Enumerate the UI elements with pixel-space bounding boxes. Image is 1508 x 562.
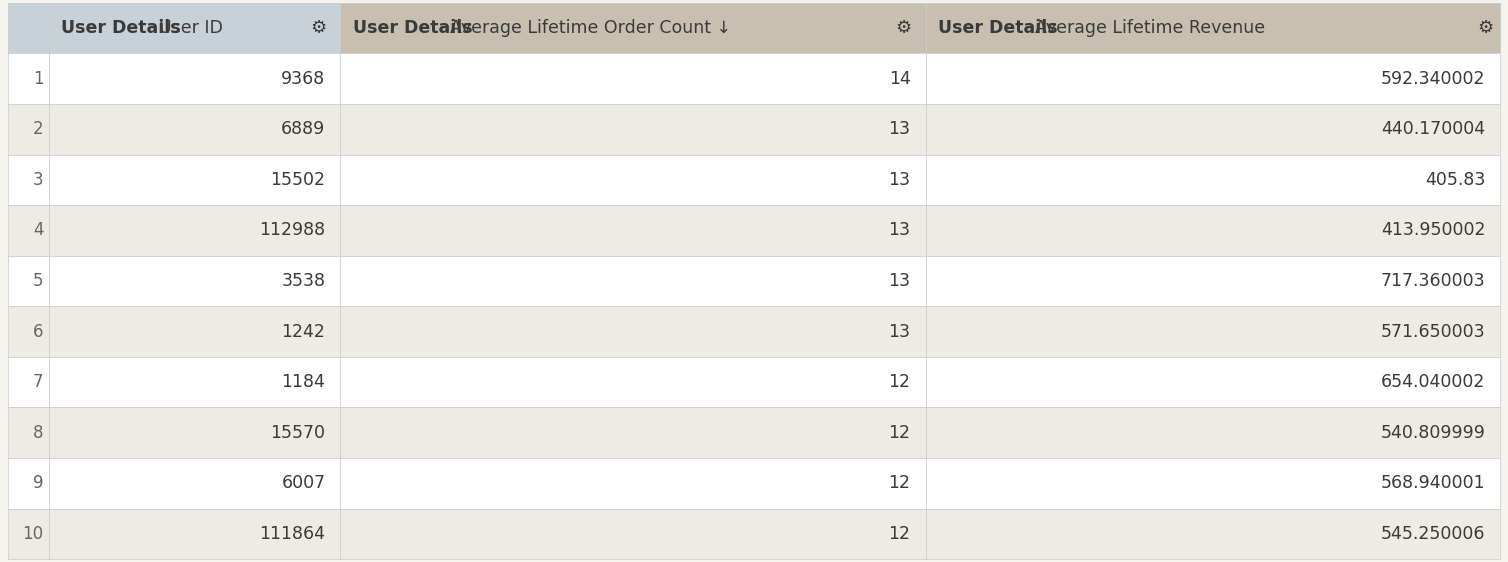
Bar [8,458,50,509]
Text: 9368: 9368 [280,70,326,88]
Bar [341,407,926,458]
Text: 405.83: 405.83 [1425,171,1485,189]
Text: 12: 12 [888,474,911,492]
Bar [50,256,341,306]
Bar [341,205,926,256]
Text: 717.360003: 717.360003 [1381,272,1485,290]
Text: 14: 14 [888,70,911,88]
Text: Average Lifetime Revenue: Average Lifetime Revenue [1036,19,1265,37]
Bar [926,53,1500,104]
Text: ⚙: ⚙ [1478,19,1493,37]
Text: 3: 3 [33,171,44,189]
Text: 5: 5 [33,272,44,290]
Bar [341,53,926,104]
Bar [50,458,341,509]
Text: 7: 7 [33,373,44,391]
Bar [926,104,1500,155]
Bar [8,205,50,256]
Bar [50,357,341,407]
Text: 15502: 15502 [270,171,326,189]
Text: 12: 12 [888,525,911,543]
Text: ⚙: ⚙ [309,19,326,37]
Bar [926,407,1500,458]
Bar [8,306,50,357]
Text: 2: 2 [33,120,44,138]
Text: 545.250006: 545.250006 [1381,525,1485,543]
Text: 3538: 3538 [282,272,326,290]
Bar [8,104,50,155]
Bar [926,3,1500,53]
Bar [341,509,926,559]
Bar [926,458,1500,509]
Text: 592.340002: 592.340002 [1381,70,1485,88]
Bar [926,357,1500,407]
Text: 13: 13 [888,120,911,138]
Bar [50,509,341,559]
Text: 1242: 1242 [282,323,326,341]
Bar [50,3,341,53]
Text: User Details: User Details [62,19,187,37]
Bar [50,53,341,104]
Text: 568.940001: 568.940001 [1381,474,1485,492]
Bar [341,3,926,53]
Text: 112988: 112988 [259,221,326,239]
Text: 15570: 15570 [270,424,326,442]
Text: User Details: User Details [938,19,1063,37]
Text: 12: 12 [888,373,911,391]
Text: 8: 8 [33,424,44,442]
Text: 12: 12 [888,424,911,442]
Bar [8,509,50,559]
Bar [8,357,50,407]
Text: 1: 1 [33,70,44,88]
Bar [341,155,926,205]
Bar [926,205,1500,256]
Text: 9: 9 [33,474,44,492]
Text: ⚙: ⚙ [896,19,911,37]
Text: 4: 4 [33,221,44,239]
Bar [50,205,341,256]
Bar [926,155,1500,205]
Bar [8,407,50,458]
Bar [341,458,926,509]
Bar [341,256,926,306]
Bar [341,357,926,407]
Text: 13: 13 [888,323,911,341]
Bar [50,155,341,205]
Text: User Details: User Details [353,19,478,37]
Text: 540.809999: 540.809999 [1380,424,1485,442]
Text: Average Lifetime Order Count ↓: Average Lifetime Order Count ↓ [449,19,731,37]
Text: 6007: 6007 [282,474,326,492]
Text: User ID: User ID [158,19,223,37]
Text: 13: 13 [888,221,911,239]
Bar [8,155,50,205]
Bar [50,306,341,357]
Bar [8,53,50,104]
Text: 13: 13 [888,171,911,189]
Bar [926,256,1500,306]
Text: 413.950002: 413.950002 [1381,221,1485,239]
Bar [341,306,926,357]
Text: 654.040002: 654.040002 [1381,373,1485,391]
Text: 111864: 111864 [259,525,326,543]
Text: 440.170004: 440.170004 [1381,120,1485,138]
Bar [8,256,50,306]
Bar [50,104,341,155]
Bar [926,509,1500,559]
Bar [341,104,926,155]
Bar [50,407,341,458]
Text: 6889: 6889 [280,120,326,138]
Text: 13: 13 [888,272,911,290]
Bar [926,306,1500,357]
Bar [8,3,50,53]
Text: 1184: 1184 [282,373,326,391]
Text: 6: 6 [33,323,44,341]
Text: 10: 10 [23,525,44,543]
Text: 571.650003: 571.650003 [1381,323,1485,341]
